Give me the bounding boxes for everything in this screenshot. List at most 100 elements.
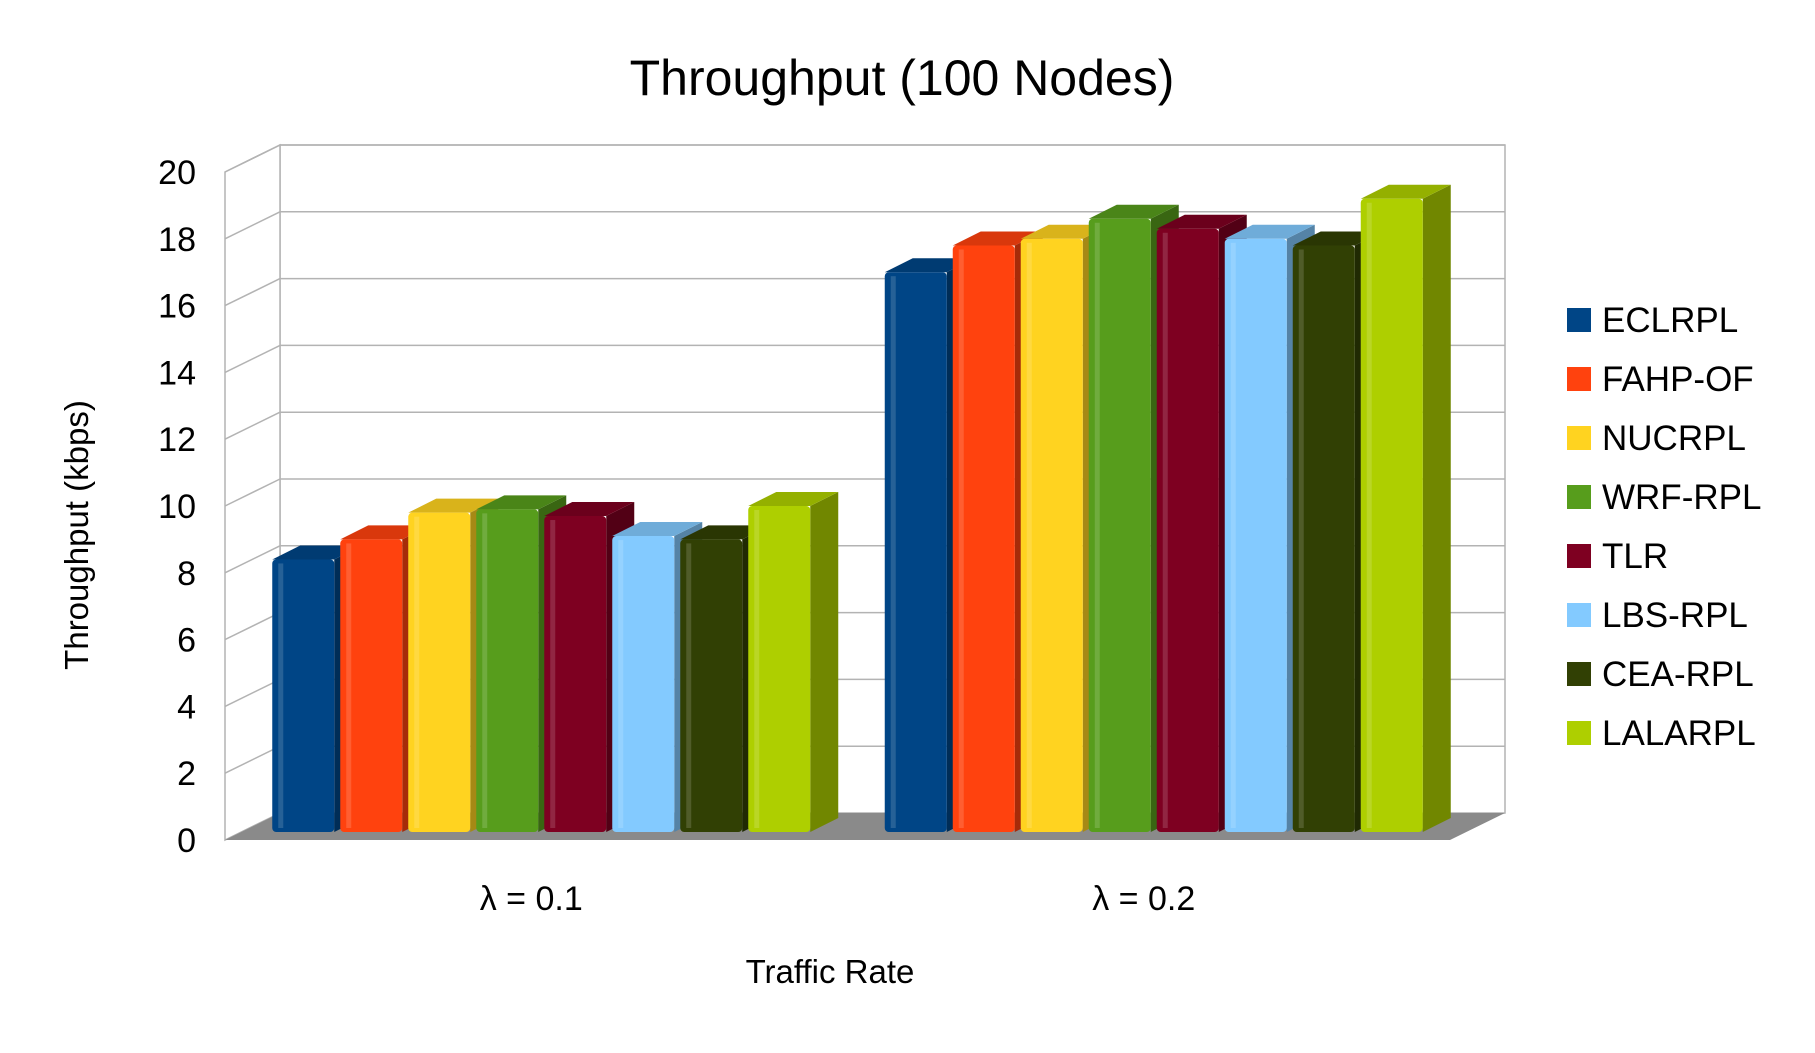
bar-front xyxy=(680,539,743,832)
legend-label: NUCRPL xyxy=(1602,419,1746,458)
x-axis-label: Traffic Rate xyxy=(746,953,915,990)
y-tick-label: 0 xyxy=(177,822,196,860)
bar-side xyxy=(810,492,839,832)
x-tick-label: λ = 0.2 xyxy=(1092,880,1195,918)
bar-front xyxy=(340,539,403,832)
bar-top xyxy=(748,492,839,506)
bar-top xyxy=(1088,204,1179,219)
gridline-side xyxy=(224,545,281,574)
bar-top xyxy=(476,495,567,510)
gridline-side xyxy=(224,411,281,440)
legend-label: TLR xyxy=(1602,537,1668,576)
bar-front xyxy=(408,512,471,832)
bar-front xyxy=(544,516,607,832)
bar-highlight xyxy=(414,516,420,828)
bar-front xyxy=(1224,238,1287,833)
bar-top xyxy=(408,498,499,513)
bar-highlight xyxy=(890,276,896,828)
bar-front xyxy=(748,506,811,832)
gridline-side xyxy=(224,611,281,641)
bar-top xyxy=(1292,231,1383,246)
bar-side xyxy=(1422,184,1451,833)
bar-front xyxy=(1292,245,1355,833)
bar-top xyxy=(1020,224,1111,239)
gridline-side xyxy=(224,211,281,240)
x-axis-ticks: λ = 0.1 λ = 0.2 xyxy=(480,880,1196,918)
bar-front xyxy=(1020,238,1083,833)
legend-item: FAHP-OF xyxy=(1567,360,1754,399)
bar-highlight xyxy=(550,520,556,828)
bar-top xyxy=(1360,184,1451,199)
bar-top xyxy=(612,522,703,537)
legend-swatch xyxy=(1567,544,1591,568)
x-tick-label: λ = 0.1 xyxy=(480,880,583,918)
legend-swatch xyxy=(1567,426,1591,450)
bar-front xyxy=(884,272,947,832)
gridline-side xyxy=(224,678,281,708)
legend-item: TLR xyxy=(1567,537,1668,576)
y-tick-label: 6 xyxy=(177,622,196,660)
bar-highlight xyxy=(1094,222,1100,828)
legend-item: WRF-RPL xyxy=(1567,478,1761,517)
bar-top xyxy=(952,231,1043,246)
gridline-side xyxy=(224,344,281,374)
bar-front xyxy=(1360,198,1423,833)
legend-label: FAHP-OF xyxy=(1602,360,1754,399)
bar-front xyxy=(612,536,675,832)
bar-highlight xyxy=(958,249,964,829)
bar-top xyxy=(1224,224,1315,239)
gridline-side xyxy=(224,478,281,507)
chart-title: Throughput (100 Nodes) xyxy=(630,50,1175,106)
legend: ECLRPL FAHP-OF NUCRPL WRF-RPL TLR LBS-RPL CEA-… xyxy=(1567,301,1761,753)
y-tick-label: 4 xyxy=(177,688,196,726)
legend-item: CEA-RPL xyxy=(1567,655,1754,694)
bar-highlight xyxy=(482,513,488,828)
legend-item: LALARPL xyxy=(1567,714,1756,753)
legend-label: LALARPL xyxy=(1602,714,1756,753)
legend-swatch xyxy=(1567,308,1591,332)
y-tick-label: 16 xyxy=(158,288,196,326)
bar-highlight xyxy=(618,540,624,828)
bar-lalarpl-1 xyxy=(748,492,839,832)
bar-front xyxy=(1088,218,1151,832)
bar-highlight xyxy=(1298,249,1304,829)
bar-front xyxy=(476,509,539,832)
bar-top xyxy=(272,545,363,560)
legend-label: ECLRPL xyxy=(1602,301,1738,340)
legend-item: LBS-RPL xyxy=(1567,596,1748,635)
legend-swatch xyxy=(1567,485,1591,509)
legend-label: CEA-RPL xyxy=(1602,655,1754,694)
y-tick-label: 20 xyxy=(158,154,196,192)
gridline-side xyxy=(224,277,281,307)
bar-highlight xyxy=(1366,202,1372,829)
bar-highlight xyxy=(1026,242,1032,829)
bar-highlight xyxy=(346,543,352,828)
bars-group xyxy=(272,184,1451,833)
bar-top xyxy=(884,258,975,273)
bar-highlight xyxy=(754,510,760,828)
bar-highlight xyxy=(686,543,692,828)
y-axis-ticks: 0 2 4 6 8 10 12 14 16 18 20 xyxy=(158,154,196,860)
y-tick-label: 18 xyxy=(158,221,196,259)
legend-item: NUCRPL xyxy=(1567,419,1746,458)
legend-label: LBS-RPL xyxy=(1602,596,1748,635)
bar-top xyxy=(680,525,771,540)
y-tick-label: 14 xyxy=(158,354,196,392)
legend-swatch xyxy=(1567,367,1591,391)
legend-swatch xyxy=(1567,662,1591,686)
gridline-side xyxy=(224,745,281,774)
legend-label: WRF-RPL xyxy=(1602,478,1761,517)
bar-highlight xyxy=(1162,232,1168,828)
gridline-side xyxy=(224,144,281,173)
y-tick-label: 2 xyxy=(177,755,196,793)
y-tick-label: 12 xyxy=(158,421,196,459)
bar-lalarpl-2 xyxy=(1360,184,1451,833)
bar-front xyxy=(1156,228,1219,832)
bar-top xyxy=(544,502,635,517)
bar-front xyxy=(952,245,1015,833)
legend-swatch xyxy=(1567,721,1591,745)
bar-top xyxy=(1156,214,1247,229)
y-axis-label: Throughput (kbps) xyxy=(58,400,95,670)
y-tick-label: 8 xyxy=(177,555,196,593)
